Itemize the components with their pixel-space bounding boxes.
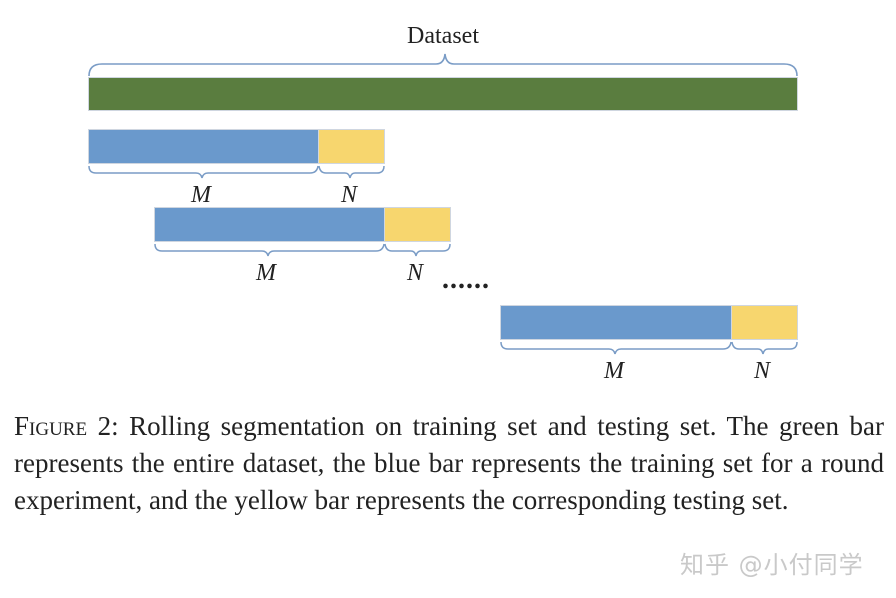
ellipsis: ......: [442, 264, 490, 295]
caption-text: Rolling segmentation on training set and…: [14, 411, 884, 515]
testing-bar-2: [384, 207, 451, 242]
row2-braces-icon: [154, 243, 451, 257]
training-label-2: M: [256, 260, 276, 286]
training-label-3: M: [604, 358, 624, 384]
training-label-1: M: [191, 182, 211, 208]
testing-label-1: N: [340, 182, 358, 208]
training-bar-3: [500, 305, 732, 340]
figure-number: Figure 2:: [14, 411, 119, 441]
dataset-bar: [88, 77, 798, 111]
figure-caption: Figure 2: Rolling segmentation on traini…: [14, 408, 884, 519]
dataset-label: Dataset: [407, 23, 479, 49]
testing-label-3: N: [753, 358, 771, 384]
training-bar-2: [154, 207, 385, 242]
testing-label-2: N: [406, 260, 424, 286]
testing-bar-3: [731, 305, 798, 340]
training-bar-1: [88, 129, 319, 164]
dataset-brace-icon: [88, 53, 798, 77]
watermark: 知乎 @小付同学: [680, 551, 864, 579]
testing-bar-1: [318, 129, 385, 164]
row1-braces-icon: [88, 165, 385, 179]
row3-braces-icon: [500, 341, 798, 355]
